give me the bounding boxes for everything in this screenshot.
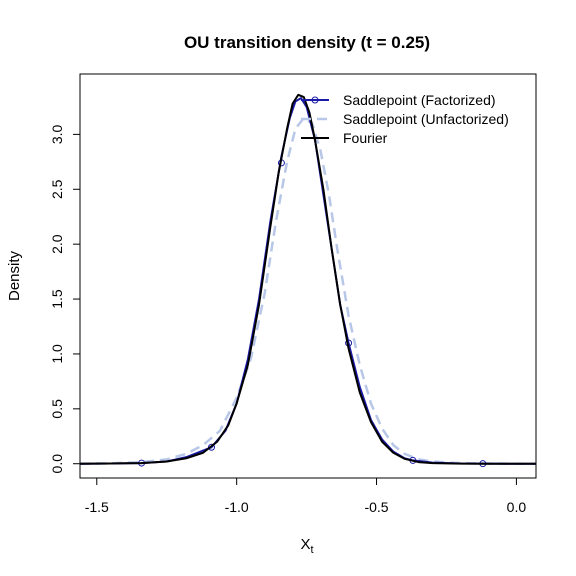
y-tick-label: 1.0 xyxy=(49,344,65,364)
legend-label-2: Fourier xyxy=(343,130,388,146)
y-axis: 0.0 0.5 1.0 1.5 2.0 2.5 3.0 xyxy=(49,124,81,474)
plot-frame xyxy=(79,73,537,479)
y-tick-label: 0.5 xyxy=(49,399,65,419)
y-tick-label: 1.5 xyxy=(49,289,65,309)
y-tick-label: 0.0 xyxy=(49,454,65,474)
x-axis: -1.5 -1.0 -0.5 0.0 xyxy=(85,477,527,515)
legend-label-0: Saddlepoint (Factorized) xyxy=(343,92,496,108)
chart-title: OU transition density (t = 0.25) xyxy=(184,33,430,52)
x-axis-label: Xt xyxy=(300,536,313,556)
legend: Saddlepoint (Factorized) Saddlepoint (Unf… xyxy=(301,92,509,146)
series-line-2 xyxy=(79,93,536,465)
y-tick-label: 3.0 xyxy=(49,124,65,144)
x-tick-label: -1.0 xyxy=(225,499,249,515)
legend-marker xyxy=(311,96,319,104)
y-axis-label: Density xyxy=(6,250,23,301)
series-line-1 xyxy=(79,116,536,465)
y-tick-label: 2.0 xyxy=(49,234,65,254)
series-line-0 xyxy=(79,97,536,465)
legend-label-1: Saddlepoint (Unfactorized) xyxy=(343,111,509,127)
x-tick-label: -0.5 xyxy=(364,499,388,515)
x-axis-label-main: X xyxy=(300,536,310,553)
y-tick-label: 2.5 xyxy=(49,179,65,199)
x-axis-label-subscript: t xyxy=(310,544,313,556)
x-tick-label: 0.0 xyxy=(507,499,527,515)
plot-area xyxy=(79,93,536,468)
x-tick-label: -1.5 xyxy=(85,499,109,515)
